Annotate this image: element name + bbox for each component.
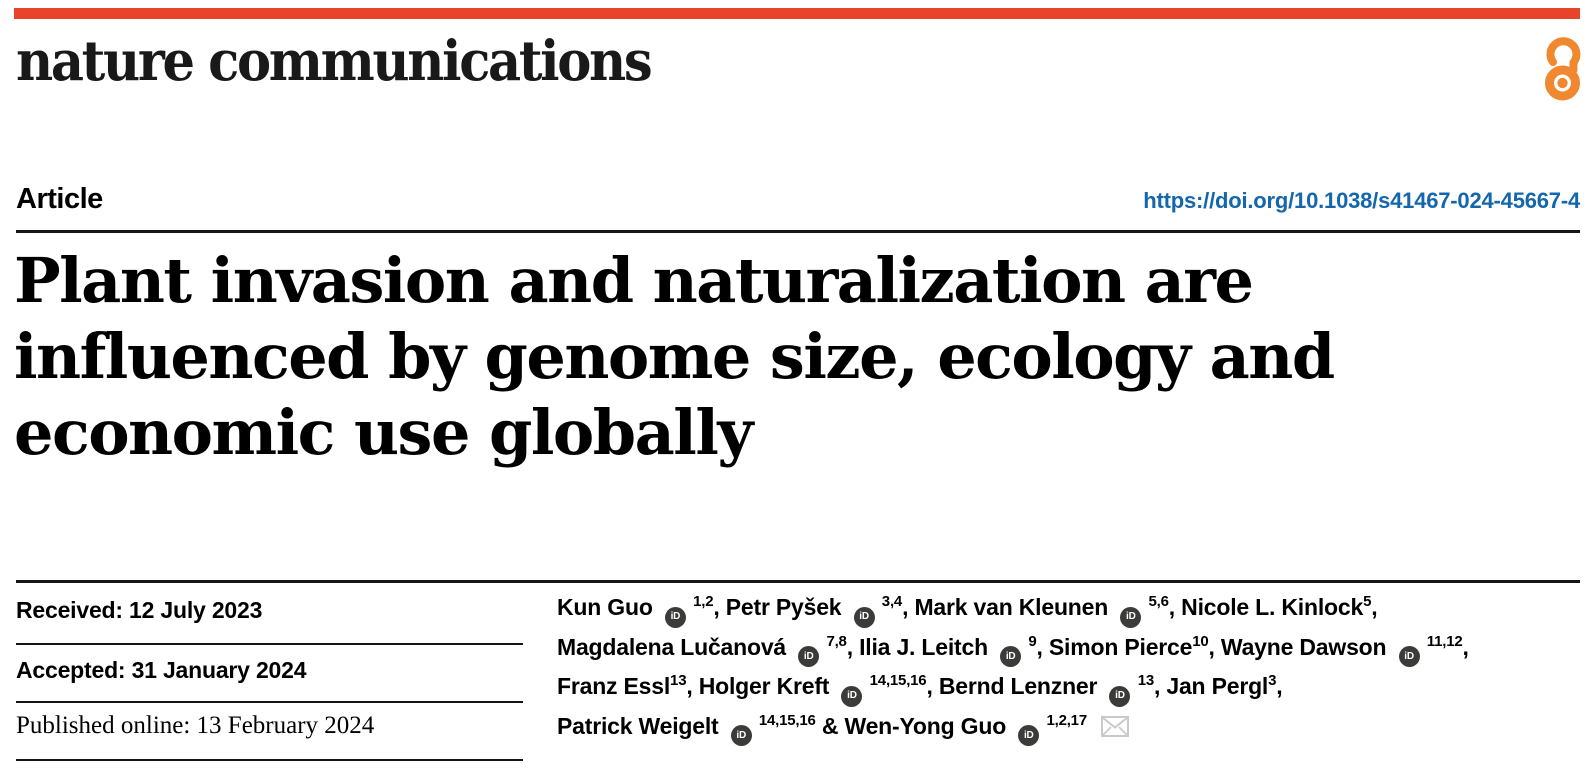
- author-separator: ,: [686, 673, 699, 699]
- author-name: Patrick Weigelt: [557, 712, 719, 739]
- author-name: Kun Guo: [557, 594, 653, 620]
- author-name: Wen-Yong Guo: [844, 712, 1007, 739]
- author-name: Jan Pergl: [1166, 673, 1269, 699]
- published-date-row: Published online: 13 February 2024: [16, 703, 523, 761]
- orcid-icon[interactable]: iD: [730, 725, 752, 746]
- article-title: Plant invasion and naturalization are in…: [14, 243, 1584, 471]
- article-title-line: Plant invasion and naturalization are: [14, 244, 1254, 317]
- author-separator: ,: [1371, 594, 1378, 620]
- author-separator: ,: [1168, 594, 1182, 620]
- affiliation-superscript: 1,2: [693, 593, 714, 610]
- author-name: Wayne Dawson: [1220, 633, 1387, 660]
- author-name: Petr Pyšek: [725, 594, 842, 620]
- author-separator: ,: [713, 594, 726, 620]
- author-separator: ,: [846, 633, 860, 660]
- affiliation-superscript: 7,8: [826, 632, 847, 650]
- accepted-date-row: Accepted: 31 January 2024: [16, 645, 523, 703]
- author-list: Kun Guo iD 1,2, Petr Pyšek iD 3,4, Mark …: [557, 588, 1593, 748]
- author-line: Magdalena Lučanová iD 7,8, Ilia J. Leitc…: [557, 628, 1593, 667]
- article-type-label: Article: [16, 183, 103, 215]
- affiliation-superscript: 14,15,16: [869, 672, 927, 689]
- correspondence-email-icon[interactable]: [1101, 715, 1130, 742]
- author-separator: ,: [1208, 633, 1221, 660]
- article-title-line: economic use globally: [14, 396, 753, 469]
- orcid-icon[interactable]: iD: [798, 646, 820, 667]
- author-name: Bernd Lenzner: [938, 673, 1098, 699]
- brand-red-bar: [14, 8, 1580, 19]
- doi-link[interactable]: https://doi.org/10.1038/s41467-024-45667…: [1143, 188, 1580, 213]
- orcid-icon[interactable]: iD: [1018, 725, 1040, 746]
- orcid-icon[interactable]: iD: [841, 685, 863, 707]
- envelope-glyph: [1101, 715, 1130, 737]
- article-header-row: Article https://doi.org/10.1038/s41467-0…: [16, 183, 1580, 216]
- author-name: Nicole L. Kinlock: [1181, 594, 1364, 620]
- affiliation-superscript: 3: [1268, 672, 1277, 689]
- info-section-top-rule: [16, 580, 1580, 583]
- header-divider-rule: [16, 230, 1580, 233]
- affiliation-superscript: 5: [1363, 593, 1372, 610]
- author-separator: &: [815, 712, 845, 739]
- author-separator: ,: [1153, 673, 1167, 699]
- affiliation-superscript: 9: [1028, 632, 1037, 650]
- author-separator: ,: [926, 673, 939, 699]
- orcid-icon[interactable]: iD: [1398, 646, 1420, 667]
- author-name: Magdalena Lučanová: [557, 633, 787, 660]
- submission-history: Received: 12 July 2023 Accepted: 31 Janu…: [16, 583, 523, 761]
- received-date-row: Received: 12 July 2023: [16, 583, 523, 645]
- affiliation-superscript: 14,15,16: [758, 711, 816, 729]
- author-separator: ,: [1036, 633, 1049, 660]
- affiliation-superscript: 13: [1137, 672, 1155, 689]
- open-padlock-glyph: [1545, 37, 1581, 101]
- author-name: Ilia J. Leitch: [859, 633, 988, 660]
- published-online-date: Published online: 13 February 2024: [16, 712, 375, 739]
- author-separator: ,: [1276, 673, 1283, 699]
- author-separator: ,: [1462, 633, 1469, 660]
- author-name: Franz Essl: [557, 673, 671, 699]
- orcid-icon[interactable]: iD: [1000, 646, 1022, 667]
- open-access-icon: [1544, 31, 1581, 101]
- journal-logo: nature communications: [16, 28, 653, 93]
- accepted-date: Accepted: 31 January 2024: [16, 657, 307, 683]
- affiliation-superscript: 3,4: [881, 593, 903, 610]
- affiliation-superscript: 5,6: [1148, 593, 1169, 610]
- affiliation-superscript: 1,2,17: [1046, 711, 1087, 729]
- author-separator: ,: [902, 594, 915, 620]
- author-name: Simon Pierce: [1048, 633, 1193, 660]
- orcid-icon[interactable]: iD: [1109, 685, 1131, 707]
- author-line: Patrick Weigelt iD 14,15,16 & Wen-Yong G…: [557, 707, 1593, 748]
- author-line: Franz Essl13, Holger Kreft iD 14,15,16, …: [557, 667, 1593, 707]
- orcid-icon[interactable]: iD: [853, 606, 875, 628]
- article-title-line: influenced by genome size, ecology and: [14, 320, 1335, 393]
- author-name: Holger Kreft: [698, 673, 830, 699]
- orcid-icon[interactable]: iD: [664, 606, 686, 628]
- affiliation-superscript: 11,12: [1426, 632, 1463, 650]
- author-name: Mark van Kleunen: [914, 594, 1109, 620]
- affiliation-superscript: 10: [1192, 632, 1209, 650]
- received-date: Received: 12 July 2023: [16, 597, 263, 623]
- affiliation-superscript: 13: [670, 672, 687, 689]
- author-line: Kun Guo iD 1,2, Petr Pyšek iD 3,4, Mark …: [557, 588, 1593, 628]
- orcid-icon[interactable]: iD: [1120, 606, 1142, 628]
